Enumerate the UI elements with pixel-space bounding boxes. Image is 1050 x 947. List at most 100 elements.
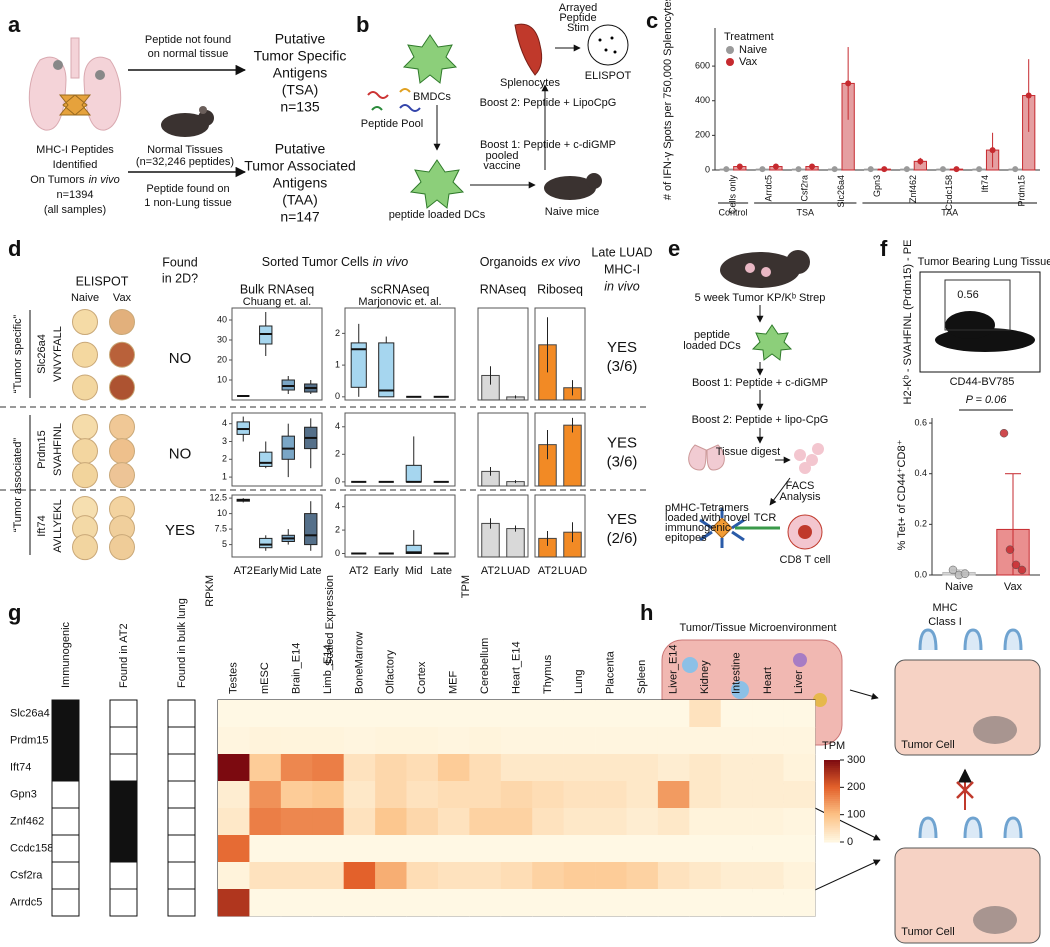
colorbar-tick-label: 0 (847, 836, 853, 848)
label: 5 week Tumor KP/Kᵇ Strep (695, 292, 826, 304)
label: peptide loaded DCs (389, 209, 486, 221)
label: Tumor Specific (254, 48, 347, 64)
heat-cell (343, 727, 376, 755)
group-label: Control (719, 207, 748, 217)
mean-dot (795, 166, 802, 173)
heat-cell (626, 700, 659, 728)
label: Tissue digest (716, 446, 780, 458)
column-label: Placenta (605, 650, 617, 694)
heat-cell (437, 808, 470, 836)
annotation-cell (109, 888, 138, 917)
label: Peptide found on (146, 183, 229, 195)
annotation-cell (51, 861, 80, 890)
colorbar-step (824, 762, 840, 765)
row-label: Arrdc5 (10, 896, 42, 908)
colorbar-step (824, 825, 840, 829)
annotation-cell (51, 726, 80, 755)
plot-frame (477, 307, 529, 401)
heat-cell (343, 781, 376, 809)
heat-cell (312, 835, 344, 863)
y-tick-label: 10 (217, 374, 227, 384)
annotation-cell (109, 699, 138, 728)
heat-cell (563, 808, 596, 836)
heat-cell (532, 889, 564, 917)
heat-cell (595, 889, 627, 917)
heat-cell (469, 700, 502, 728)
colorbar-step (824, 780, 840, 784)
annotation-cell (109, 780, 138, 809)
mean-dot (736, 163, 743, 170)
heat-cell (657, 889, 690, 917)
label: TCR (754, 512, 777, 524)
colorbar-step (824, 776, 840, 779)
heat-cell (406, 754, 439, 782)
label: in vivo (604, 279, 639, 293)
heat-cell (249, 727, 282, 755)
annotation-cell (167, 888, 196, 917)
y-tick-label: 0 (335, 476, 340, 486)
panel-label: b (356, 12, 369, 37)
heat-cell (218, 700, 250, 728)
colorbar-step (824, 803, 840, 806)
label: MHC-I (604, 262, 640, 276)
heat-cell (437, 835, 470, 863)
colorbar-step (824, 790, 840, 794)
heat-cell (375, 781, 407, 809)
label: Tumor Bearing Lung Tissue (918, 256, 1050, 268)
mean-dot (1025, 92, 1032, 99)
label: n=147 (280, 209, 320, 225)
colorbar-step (824, 794, 840, 798)
heat-cell (375, 862, 407, 890)
label: MHC (932, 602, 957, 614)
annotation-cell (109, 861, 138, 890)
x-tick-label: Arrdc5 (764, 175, 774, 202)
heat-cell (563, 889, 596, 917)
label: Late LUAD (591, 245, 652, 259)
colorbar-step (824, 801, 840, 804)
label: Naive mice (545, 206, 599, 218)
panel-e-art (688, 250, 824, 550)
heat-cell (437, 862, 470, 890)
y-tick-label: 0.2 (914, 519, 927, 529)
label: AT2 (538, 565, 557, 577)
colorbar-step (824, 809, 840, 812)
heat-cell (343, 808, 376, 836)
panel-label: g (8, 600, 21, 625)
label: in 2D? (162, 271, 198, 285)
row-label: Gpn3 (10, 788, 37, 800)
label: NO (169, 350, 192, 367)
column-label: Heart_E14 (510, 641, 522, 694)
colorbar-step (824, 778, 840, 781)
legend-label: Naive (739, 44, 767, 56)
colorbar-step (824, 829, 840, 833)
colorbar-step (824, 784, 840, 788)
panel-a-art (28, 37, 247, 178)
colorbar-step (824, 823, 840, 827)
heat-cell (783, 808, 816, 836)
label: AT2 (234, 565, 253, 577)
y-tick-label: 30 (217, 334, 227, 344)
label: Vax (113, 292, 132, 304)
heat-cell (500, 808, 533, 836)
label: (TSA) (282, 82, 319, 98)
colorbar-step (824, 839, 840, 843)
column-label: Lung (573, 670, 585, 694)
y-tick-label: 0.6 (914, 417, 927, 427)
x-tick-label: Csf2ra (800, 175, 810, 202)
heat-cell (469, 862, 502, 890)
colorbar-step (824, 807, 840, 810)
heat-cell (783, 781, 816, 809)
heat-cell (689, 727, 722, 755)
heat-cell (375, 835, 407, 863)
colorbar-tick-label: 100 (847, 809, 865, 821)
label: Analysis (780, 491, 821, 503)
colorbar-step (824, 827, 840, 831)
colorbar-tick-label: 200 (847, 781, 865, 793)
mean-dot (939, 166, 946, 173)
label: LUAD (501, 565, 530, 577)
label: RNAseq (480, 282, 527, 296)
box (259, 537, 273, 549)
elispot-well (109, 462, 135, 489)
heat-cell (752, 835, 784, 863)
plot-frame (231, 307, 323, 401)
